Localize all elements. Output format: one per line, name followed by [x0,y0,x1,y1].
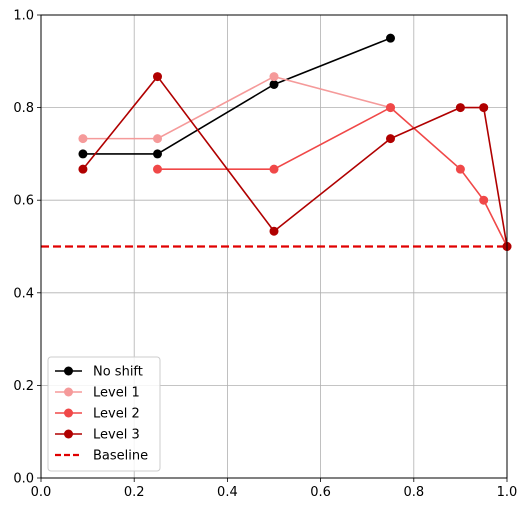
x-tick-label: 0.4 [217,485,238,500]
legend-marker [64,366,73,376]
series-0 [78,33,395,159]
data-point [455,103,465,113]
data-point [386,134,395,144]
series-line [157,106,508,247]
data-point [269,72,279,82]
legend-entry: Level 2 [55,407,140,422]
data-point [386,33,395,43]
data-point [269,79,279,89]
data-point [153,134,162,144]
data-point [78,164,88,174]
legend-label: Baseline [93,449,148,464]
legend-entry: Level 1 [55,386,140,401]
y-tick-label: 1.0 [13,9,34,24]
data-point [386,103,395,113]
legend-label: Level 2 [93,407,140,422]
series-line [82,37,391,155]
x-tick-label: 0.2 [124,485,145,500]
series-line [82,75,391,140]
data-point [269,164,279,174]
legend-label: Level 3 [93,428,140,443]
x-tick-label: 0.8 [403,485,424,500]
data-point [479,103,489,113]
data-point [78,134,88,144]
legend-label: No shift [93,365,143,380]
y-tick-label: 0.6 [13,194,34,209]
data-point [153,164,162,174]
legend-entry: No shift [55,365,143,380]
series-1 [78,72,395,144]
y-tick-label: 0.2 [13,379,34,394]
data-point [479,195,489,205]
y-tick-label: 0.0 [13,472,34,487]
plot-frame [40,14,508,479]
x-tick-label: 0.6 [310,485,331,500]
data-point [78,149,88,159]
x-tick-label: 1.0 [497,485,518,500]
legend-label: Level 1 [93,386,140,401]
y-tick-label: 0.4 [13,286,34,301]
legend-box [47,356,161,472]
data-point [153,72,162,82]
x-tick-label: 0.0 [31,485,52,500]
legend-marker [64,408,73,418]
legend-entry: Level 3 [55,428,140,443]
axes: 0.0 0.2 0.4 0.6 0.8 1.0 0.0 0.2 0.4 0.6 0.8 1.0 [13,9,517,501]
y-tick-label: 0.8 [13,101,34,116]
legend-marker [64,387,73,397]
legend-entry: Baseline [55,449,148,464]
data-point [455,164,465,174]
legend: No shift Level 1 Level 2 Level 3 Baseline [47,356,161,472]
series-layer [78,33,512,251]
legend-marker [64,429,73,439]
data-point [153,149,162,159]
data-point [269,226,279,236]
series-3 [78,72,512,251]
series-line [82,75,508,247]
